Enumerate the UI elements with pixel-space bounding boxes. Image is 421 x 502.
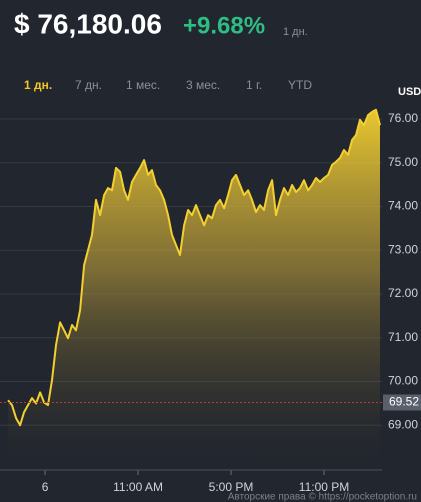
tab[interactable]: 1 мес. — [126, 78, 160, 92]
y-tick-label: 71.00 — [388, 330, 418, 344]
y-tick-label: 69.00 — [388, 417, 418, 431]
x-tick-label: 11:00 AM — [113, 480, 163, 494]
tab[interactable]: 3 мес. — [186, 78, 220, 92]
chart: USD 69.00 70.00 71.00 72.00 73.00 74.00 75.00 76… — [0, 86, 421, 494]
tabs: 1 дн. 7 дн. 1 мес. 3 мес. 1 г. YTD — [24, 78, 312, 92]
y-tick-label: 70.00 — [388, 374, 418, 388]
area — [8, 109, 380, 470]
tab[interactable]: YTD — [288, 78, 312, 92]
x-tick-label: 11:00 PM — [299, 480, 349, 494]
current-value-box — [383, 394, 421, 411]
period: 1 дн. — [283, 26, 308, 38]
tab[interactable]: 1 г. — [246, 78, 262, 92]
tab[interactable]: 7 дн. — [75, 78, 102, 92]
line — [7, 108, 381, 427]
y-axis-label: USD — [398, 86, 421, 98]
price: $ 76,180.06 — [14, 8, 162, 39]
change: +9.68% — [183, 12, 265, 39]
tab[interactable]: 1 дн. — [24, 78, 52, 92]
y-tick-label: 73.00 — [388, 242, 418, 256]
y-tick-label: 76.00 — [388, 111, 418, 125]
x-tick-label: 6 — [42, 480, 49, 494]
copyright: Авторские права © https://pocketoption.r… — [228, 492, 417, 502]
y-tick-label: 74.00 — [388, 199, 418, 213]
y-tick-label: 72.00 — [388, 286, 418, 300]
y-tick-label: 75.00 — [388, 155, 418, 169]
x-tick-label: 5:00 PM — [209, 480, 254, 494]
current-value-label: 69.52 — [389, 395, 419, 409]
